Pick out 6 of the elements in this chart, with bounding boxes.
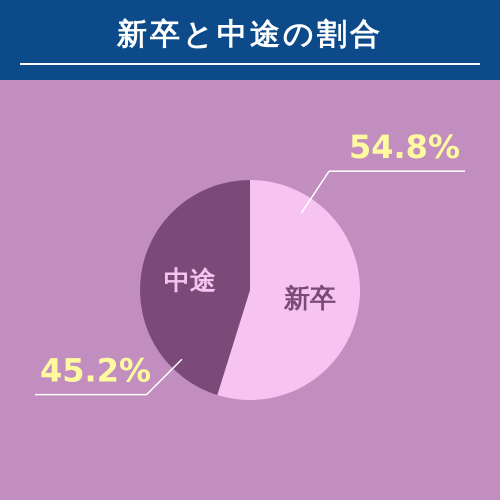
pie-slice (217, 180, 360, 400)
slice-label: 中途 (164, 266, 216, 296)
data-label: 45.2% (40, 352, 152, 390)
chart-title: 新卒と中途の割合 (20, 14, 480, 65)
slice-label: 新卒 (282, 284, 336, 314)
data-label: 54.8% (348, 128, 460, 166)
